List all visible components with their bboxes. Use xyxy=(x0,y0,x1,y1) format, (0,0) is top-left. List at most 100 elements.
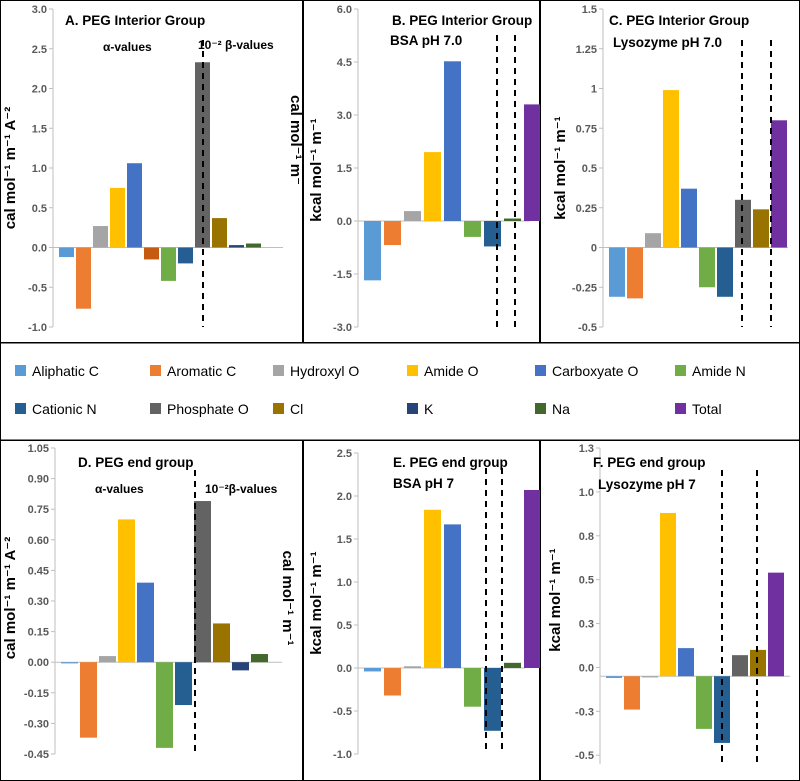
panel-d-tick-label: 0.90 xyxy=(28,474,49,486)
panel-d-bar-na xyxy=(251,654,268,663)
panel-b-bar-aliphatic-c xyxy=(364,221,381,281)
panel-a-frame xyxy=(0,0,303,343)
panel-c-bar-hydroxyl-o xyxy=(645,233,661,248)
panel-f-bar-total xyxy=(768,572,784,677)
panel-d-tick-label: 1.05 xyxy=(28,443,49,455)
legend-label-k: K xyxy=(424,401,434,417)
legend-swatch-aromatic-c xyxy=(150,365,161,376)
panel-f-bar-amide-o xyxy=(660,512,676,677)
panel-c-bar-total xyxy=(771,120,787,248)
panel-a-tick-label: 2.0 xyxy=(32,84,47,96)
panel-b-ylabel: kcal mol⁻¹ m⁻¹ xyxy=(308,118,325,221)
panel-c-tick-label: 0.5 xyxy=(582,163,597,175)
legend-swatch-phosphate-o xyxy=(150,403,161,414)
legend-label-na: Na xyxy=(552,401,570,417)
panel-c-tick-label: 1 xyxy=(591,84,597,96)
panel-d-bar-amide-n xyxy=(156,662,173,748)
panel-a-tick-label: 1.0 xyxy=(32,163,47,175)
legend-swatch-cl xyxy=(273,403,284,414)
legend-label-carboxyate-o: Carboxyate O xyxy=(552,363,638,379)
legend-swatch-na xyxy=(535,403,546,414)
panel-a-bar-hydroxyl-o xyxy=(93,226,108,248)
panel-c-tick-label: 0 xyxy=(591,243,597,255)
panel-a-tick-label: -1.0 xyxy=(28,322,47,334)
panel-b-tick-label: -3.0 xyxy=(333,322,352,334)
legend-box xyxy=(0,342,800,441)
panel-d-bar-cl xyxy=(213,623,230,663)
panel-e-bar-na xyxy=(504,662,521,668)
legend-swatch-aliphatic-c xyxy=(15,365,26,376)
legend-label-cationic-n: Cationic N xyxy=(32,401,97,417)
panel-f-tick-label: 0.8 xyxy=(579,531,594,543)
panel-c-subtitle: Lysozyme pH 7.0 xyxy=(613,35,722,50)
panel-f-tick-label: -0.5 xyxy=(575,750,594,762)
panel-a-annotation: 10⁻² β-values xyxy=(198,38,274,52)
panel-b-tick-label: -1.5 xyxy=(333,269,352,281)
panel-b-subtitle: BSA pH 7.0 xyxy=(390,33,462,48)
panel-a-bar-red xyxy=(144,247,159,260)
panel-e-bar-hydroxyl-o xyxy=(404,666,421,668)
panel-f-bar-cl xyxy=(750,649,766,677)
panel-d-ylabel: cal mol⁻¹ m⁻¹ A⁻² xyxy=(2,537,19,659)
legend-swatch-cationic-n xyxy=(15,403,26,414)
panel-f-bar-amide-n xyxy=(696,676,712,729)
panel-f-tick-label: -0.3 xyxy=(575,706,594,718)
panel-d-tick-label: 0.00 xyxy=(28,657,49,669)
panel-a-bar-amide-n xyxy=(161,247,176,281)
panel-f-bar-aromatic-c xyxy=(624,676,640,710)
panel-e-tick-label: 0.5 xyxy=(337,620,352,632)
panel-c-tick-label: -0.25 xyxy=(572,282,597,294)
panel-a-tick-label: 3.0 xyxy=(32,4,47,16)
panel-a-bar-na xyxy=(246,243,261,248)
panel-e-bar-total xyxy=(524,489,541,668)
panel-f-bar-carboxyate-o xyxy=(678,648,694,677)
panel-a-bar-k xyxy=(229,245,244,248)
panel-d-annotation: α-values xyxy=(95,482,144,496)
panel-d-title: D. PEG end group xyxy=(78,455,194,470)
panel-a-tick-label: 1.5 xyxy=(32,123,47,135)
panel-f-bar-phosphate-o xyxy=(732,655,748,677)
panel-e-tick-label: 2.0 xyxy=(337,491,352,503)
panel-b-bar-carboxyate-o xyxy=(444,61,461,221)
panel-e-bar-carboxyate-o xyxy=(444,524,461,668)
panel-e-ylabel: kcal mol⁻¹ m⁻¹ xyxy=(308,551,325,654)
panel-d-bar-cationic-n xyxy=(175,662,192,706)
panel-b-bar-amide-o xyxy=(424,152,441,221)
panel-a-tick-label: -0.5 xyxy=(28,282,47,294)
panel-d-bar-hydroxyl-o xyxy=(99,656,116,663)
panel-d-bar-aromatic-c xyxy=(80,662,97,738)
panel-d-bar-carboxyate-o xyxy=(137,582,154,663)
legend-label-cl: Cl xyxy=(290,401,303,417)
panel-c-tick-label: 1.25 xyxy=(576,44,597,56)
panel-e-tick-label: 2.5 xyxy=(337,448,352,460)
panel-a-title: A. PEG Interior Group xyxy=(65,13,205,28)
panel-a-ylabel: cal mol⁻¹ m⁻¹ A⁻² xyxy=(2,107,19,229)
panel-f-tick-label: 1.3 xyxy=(579,443,594,455)
panel-d-tick-label: -0.15 xyxy=(24,688,49,700)
legend-swatch-total xyxy=(675,403,686,414)
panel-c-title: C. PEG Interior Group xyxy=(609,13,749,28)
panel-d-tick-label: 0.45 xyxy=(28,565,49,577)
panel-b-bar-na xyxy=(504,218,521,221)
panel-a-bar-carboxyate-o xyxy=(127,163,142,248)
panel-a-annotation: α-values xyxy=(103,40,152,54)
panel-b-tick-label: 1.5 xyxy=(337,163,352,175)
panel-f-subtitle: Lysozyme pH 7 xyxy=(598,477,696,492)
panel-e-bar-aromatic-c xyxy=(384,668,401,696)
panel-b-title: B. PEG Interior Group xyxy=(392,13,532,28)
legend-swatch-amide-o xyxy=(407,365,418,376)
legend-label-amide-n: Amide N xyxy=(692,363,746,379)
panel-b-tick-label: 3.0 xyxy=(337,110,352,122)
panel-e-tick-label: 1.0 xyxy=(337,577,352,589)
panel-e-bar-amide-o xyxy=(424,509,441,668)
panel-c-bar-cationic-n xyxy=(717,247,733,297)
panel-f-bar-aliphatic-c xyxy=(606,676,622,678)
panel-f-bar-cationic-n xyxy=(714,676,730,743)
panel-b-bar-hydroxyl-o xyxy=(404,211,421,221)
legend-label-hydroxyl-o: Hydroxyl O xyxy=(290,363,359,379)
legend-swatch-amide-n xyxy=(675,365,686,376)
panel-c-tick-label: -0.5 xyxy=(578,322,597,334)
panel-d-bar-phosphate-o xyxy=(194,501,211,663)
panel-c-bar-cl xyxy=(753,209,769,248)
legend-label-aromatic-c: Aromatic C xyxy=(167,363,236,379)
